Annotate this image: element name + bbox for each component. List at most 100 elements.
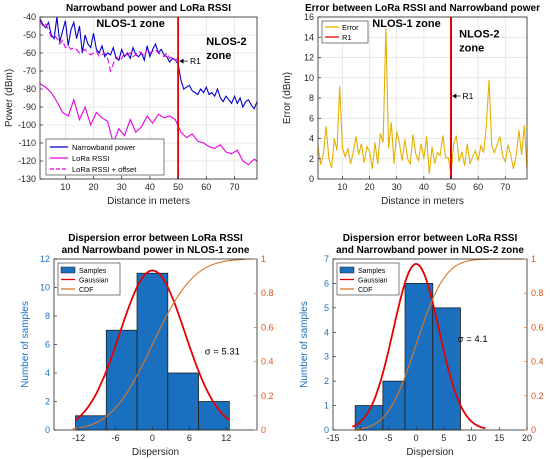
y-tick-label: 12 bbox=[304, 53, 314, 63]
y-tick-label: -90 bbox=[23, 102, 36, 112]
chart-2: NLOS-1 zone NLOS-2 zone R1 0 2 4 6 8 10 12 14 16 10 20… bbox=[282, 3, 540, 207]
x-tick-label: 30 bbox=[392, 182, 402, 192]
legend-label: LoRa RSSI bbox=[72, 154, 110, 163]
y2-tick-label: 0.6 bbox=[531, 322, 544, 332]
y-tick-label: -130 bbox=[18, 174, 36, 184]
gaussian-curve bbox=[352, 262, 486, 430]
y-tick-label: 10 bbox=[40, 283, 50, 293]
y-tick-label: 0 bbox=[309, 174, 314, 184]
x-tick-label: 20 bbox=[365, 182, 375, 192]
y-tick-label: -60 bbox=[23, 48, 36, 58]
y-tick-label: 0 bbox=[45, 425, 50, 435]
series-line bbox=[39, 83, 258, 166]
x-tick-label: 60 bbox=[473, 182, 483, 192]
sigma-label: σ = 5.31 bbox=[205, 346, 240, 357]
chart-title: Error between LoRa RSSI and Narrowband p… bbox=[305, 3, 540, 14]
marker-label: R1 bbox=[463, 91, 474, 101]
x-tick-label: -6 bbox=[112, 433, 120, 443]
histogram-bar bbox=[432, 307, 461, 431]
y-tick-label: 2 bbox=[324, 376, 329, 386]
y-tick-label: 6 bbox=[309, 113, 314, 123]
y-tick-label: -120 bbox=[18, 156, 36, 166]
chart-title: and Narrowband power in NLOS-2 zone bbox=[336, 245, 524, 256]
x-tick-label: 50 bbox=[173, 182, 183, 192]
y-tick-label: 16 bbox=[304, 12, 314, 22]
y-tick-label: 6 bbox=[45, 340, 50, 350]
series-line bbox=[317, 28, 528, 175]
x-tick-label: 12 bbox=[221, 433, 231, 443]
x-axis-label: Dispersion bbox=[406, 447, 453, 458]
axes-box bbox=[332, 258, 528, 431]
gaussian-curve bbox=[74, 269, 230, 421]
x-tick-label: -10 bbox=[354, 433, 367, 443]
chart-title: and Narrowband power in NLOS-1 zone bbox=[62, 245, 250, 256]
legend-label: CDF bbox=[358, 287, 372, 294]
y2-tick-label: 0 bbox=[531, 425, 536, 435]
x-tick-label: -15 bbox=[326, 433, 339, 443]
y-axis-label: Number of samples bbox=[299, 301, 310, 388]
chart-title: Dispersion error between LoRa RSSI bbox=[343, 233, 518, 244]
x-tick-label: 10 bbox=[337, 182, 347, 192]
x-tick-label: 70 bbox=[500, 182, 510, 192]
y2-tick-label: 1 bbox=[261, 254, 266, 264]
legend-label: Samples bbox=[358, 268, 386, 275]
y2-tick-label: 1 bbox=[531, 254, 536, 264]
zone-label: NLOS-2 bbox=[459, 28, 499, 40]
y-axis-label: Error (dBm) bbox=[282, 72, 293, 124]
marker-arrowhead bbox=[179, 58, 184, 64]
y-tick-label: 1 bbox=[324, 401, 329, 411]
zone-label: NLOS-1 zone bbox=[96, 18, 164, 30]
chart-3: σ = 5.31 0 2 4 6 8 10 12 -12 -6 0 6 12 0 0.2 0.4 0.6 0.8 1… bbox=[20, 233, 274, 458]
x-tick-label: 40 bbox=[419, 182, 429, 192]
x-tick-label: -12 bbox=[72, 433, 85, 443]
marker-label: R1 bbox=[190, 56, 201, 66]
y-tick-label: 2 bbox=[45, 397, 50, 407]
chart-title: Dispersion error between LoRa RSSI bbox=[68, 233, 243, 244]
y2-tick-label: 0.8 bbox=[531, 288, 544, 298]
legend-label: LoRa RSSI + offset bbox=[72, 165, 137, 174]
y-tick-label: 2 bbox=[309, 154, 314, 164]
y2-tick-label: 0.6 bbox=[261, 322, 274, 332]
sigma-label: σ = 4.1 bbox=[458, 334, 488, 345]
x-tick-label: 0 bbox=[150, 433, 155, 443]
x-tick-label: 60 bbox=[201, 182, 211, 192]
y-tick-label: 12 bbox=[40, 254, 50, 264]
y-tick-label: -80 bbox=[23, 84, 36, 94]
chart-1: NLOS-1 zone NLOS-2 zone R1 -130 -120 -110 -100 -… bbox=[4, 3, 258, 207]
y-tick-label: -50 bbox=[23, 30, 36, 40]
axes-box bbox=[39, 16, 258, 180]
x-tick-label: -5 bbox=[384, 433, 392, 443]
x-tick-label: 20 bbox=[522, 433, 532, 443]
legend-box bbox=[45, 138, 165, 176]
x-tick-label: 5 bbox=[441, 433, 446, 443]
x-tick-label: 50 bbox=[446, 182, 456, 192]
y2-tick-label: 0.4 bbox=[531, 357, 544, 367]
x-axis-label: Distance in meters bbox=[381, 196, 464, 207]
x-tick-label: 0 bbox=[414, 433, 419, 443]
y-tick-label: 0 bbox=[324, 425, 329, 435]
y-tick-label: 4 bbox=[324, 327, 329, 337]
x-tick-label: 10 bbox=[467, 433, 477, 443]
series-line bbox=[39, 16, 258, 110]
marker-arrowhead bbox=[452, 93, 457, 99]
x-axis-label: Distance in meters bbox=[107, 196, 190, 207]
y-tick-label: 4 bbox=[309, 134, 314, 144]
histogram-bar bbox=[105, 329, 138, 431]
legend-label: Error bbox=[342, 23, 359, 32]
x-tick-label: 70 bbox=[229, 182, 239, 192]
histogram-bar bbox=[167, 372, 199, 431]
y-tick-label: -70 bbox=[23, 66, 36, 76]
x-tick-label: 6 bbox=[187, 433, 192, 443]
x-tick-label: 30 bbox=[117, 182, 127, 192]
legend-swatch bbox=[339, 266, 355, 274]
y-tick-label: 8 bbox=[45, 311, 50, 321]
y2-tick-label: 0.2 bbox=[531, 391, 544, 401]
histogram-bar bbox=[136, 272, 169, 431]
legend-label: R1 bbox=[342, 33, 352, 42]
histogram-bar bbox=[404, 283, 434, 431]
x-tick-label: 40 bbox=[145, 182, 155, 192]
zone-label: zone bbox=[459, 42, 484, 54]
y-tick-label: 14 bbox=[304, 32, 314, 42]
